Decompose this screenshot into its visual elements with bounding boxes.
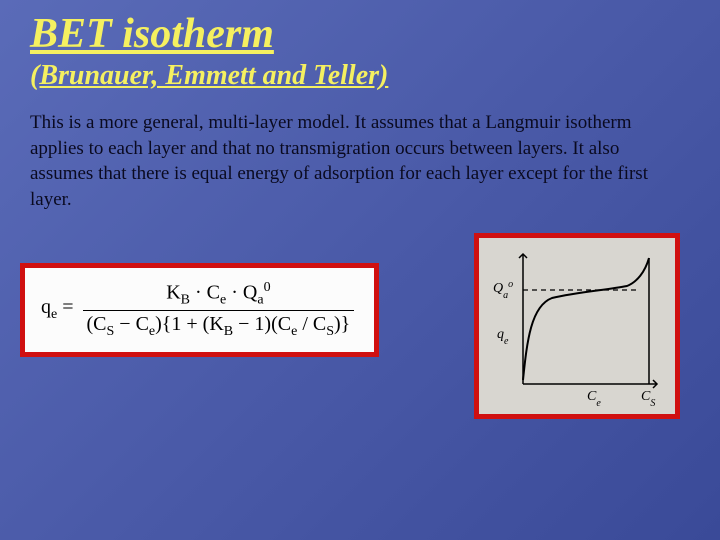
x-label-ce: Ce — [587, 389, 601, 406]
content-row: qe = KB · Ce · Qa0 (CS − Ce){1 + (KB − 1… — [30, 233, 690, 419]
formula: qe = KB · Ce · Qa0 (CS − Ce){1 + (KB − 1… — [41, 280, 358, 341]
body-paragraph: This is a more general, multi-layer mode… — [30, 110, 670, 213]
y-label-qa: Qao — [493, 278, 513, 300]
formula-lhs: qe = — [41, 296, 79, 323]
graph-box: Qao qe Ce CS — [474, 233, 680, 419]
formula-numerator: KB · Ce · Qa0 — [83, 280, 355, 312]
slide-title: BET isotherm — [30, 10, 690, 58]
formula-denominator: (CS − Ce){1 + (KB − 1)(Ce / CS)} — [83, 311, 355, 340]
x-label-cs: CS — [641, 389, 655, 406]
formula-box: qe = KB · Ce · Qa0 (CS − Ce){1 + (KB − 1… — [20, 263, 379, 358]
isotherm-curve — [523, 258, 649, 380]
isotherm-graph: Qao qe Ce CS — [487, 246, 667, 406]
slide: BET isotherm (Brunauer, Emmett and Telle… — [0, 0, 720, 540]
slide-subtitle: (Brunauer, Emmett and Teller) — [30, 60, 690, 92]
y-label-qe: qe — [497, 327, 509, 347]
formula-fraction: KB · Ce · Qa0 (CS − Ce){1 + (KB − 1)(Ce … — [83, 280, 355, 341]
